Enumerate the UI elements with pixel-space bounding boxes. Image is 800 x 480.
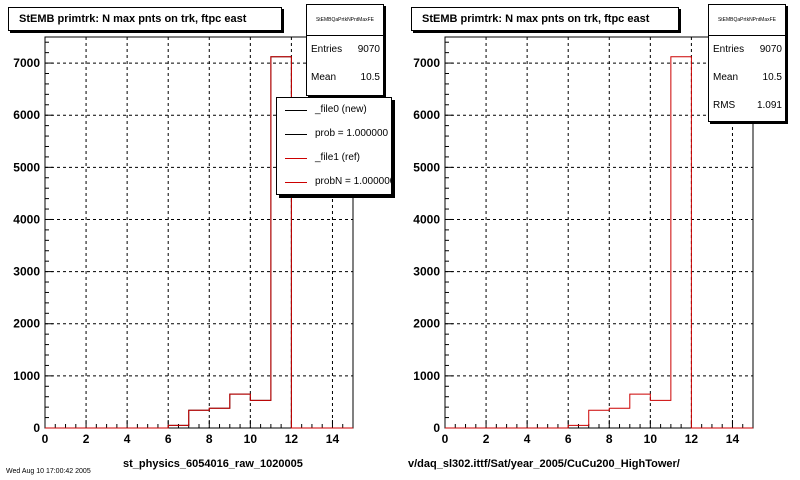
legend-item-prob: prob = 1.000000: [277, 122, 391, 146]
right-histogram-pad: 0 2 4 6 8 10 12 14 0 1000 2000 3000 4000 5000 6000 7000…: [400, 0, 800, 480]
legend-line-black: [285, 110, 307, 111]
plot-frame: [444, 36, 754, 429]
x-tick-label: 6: [165, 432, 172, 446]
y-tick-label: 7000: [413, 56, 440, 70]
x-tick-label: 12: [285, 432, 299, 446]
stats-rms-row: RMS 1.091: [713, 100, 782, 111]
right-histogram-plot: 0 2 4 6 8 10 12 14 0 1000 2000 3000 4000 5000 6000 7000: [413, 36, 754, 446]
left-x-axis-label: st_physics_6054016_raw_1020005: [123, 458, 303, 470]
y-tick-label: 1000: [13, 369, 40, 383]
x-tick-label: 8: [606, 432, 613, 446]
legend-line-red: [285, 158, 307, 159]
x-tick-label: 2: [483, 432, 490, 446]
y-tick-label: 3000: [13, 265, 40, 279]
x-tick-label: 14: [326, 432, 340, 446]
legend-item-probn: probN = 1.000000: [277, 170, 391, 194]
legend-line-black: [285, 134, 307, 135]
y-tick-label: 5000: [413, 160, 440, 174]
stats-histogram-name: StEMBQaPrtkNPntMaxFE: [307, 5, 383, 36]
legend-line-red: [285, 182, 307, 183]
x-tick-label: 10: [244, 432, 258, 446]
stats-mean-row: Mean 10.5: [311, 72, 380, 83]
y-tick-label: 5000: [13, 160, 40, 174]
footer-timestamp: Wed Aug 10 17:00:42 2005: [6, 468, 91, 475]
legend-item-file1: _file1 (ref): [277, 146, 391, 170]
y-tick-label: 3000: [413, 265, 440, 279]
legend-item-file0: _file0 (new): [277, 98, 391, 122]
y-tick-label: 1000: [413, 369, 440, 383]
x-tick-label: 4: [124, 432, 131, 446]
stats-mean-row: Mean 10.5: [713, 72, 782, 83]
x-tick-label: 10: [644, 432, 658, 446]
x-tick-label: 2: [83, 432, 90, 446]
x-tick-label: 12: [685, 432, 699, 446]
left-histogram-title: StEMB primtrk: N max pnts on trk, ftpc e…: [8, 7, 282, 31]
y-tick-label: 2000: [13, 317, 40, 331]
histogram-series-0: [445, 56, 753, 429]
x-tick-label: 14: [726, 432, 740, 446]
stats-histogram-name: StEMBQaPrtkNPntMaxFE: [709, 5, 785, 36]
left-histogram-pad: 0 2 4 6 8 10 12 14 0 1000 2000 3000 4000 5000 6000 7000…: [8, 4, 392, 470]
right-stats-box: StEMBQaPrtkNPntMaxFE Entries 9070 Mean 10.…: [708, 4, 786, 122]
right-x-axis-label: v/daq_sl302.ittf/Sat/year_2005/CuCu200_H…: [408, 458, 680, 470]
x-tick-label: 0: [442, 432, 449, 446]
stats-entries-row: Entries 9070: [311, 44, 380, 55]
legend-box: _file0 (new) prob = 1.000000 _file1 (ref…: [276, 97, 392, 195]
y-tick-label: 2000: [413, 317, 440, 331]
stats-entries-row: Entries 9070: [713, 44, 782, 55]
y-tick-label: 0: [33, 421, 40, 435]
y-tick-label: 4000: [413, 212, 440, 226]
x-tick-label: 0: [42, 432, 49, 446]
right-histogram-title: StEMB primtrk: N max pnts on trk, ftpc e…: [411, 7, 679, 31]
y-tick-label: 0: [433, 421, 440, 435]
left-stats-box: StEMBQaPrtkNPntMaxFE Entries 9070 Mean 10.…: [306, 4, 384, 96]
x-tick-label: 6: [565, 432, 572, 446]
y-tick-label: 7000: [13, 56, 40, 70]
x-tick-label: 8: [206, 432, 213, 446]
y-tick-label: 6000: [413, 108, 440, 122]
y-tick-label: 4000: [13, 212, 40, 226]
y-tick-label: 6000: [13, 108, 40, 122]
x-tick-label: 4: [524, 432, 531, 446]
